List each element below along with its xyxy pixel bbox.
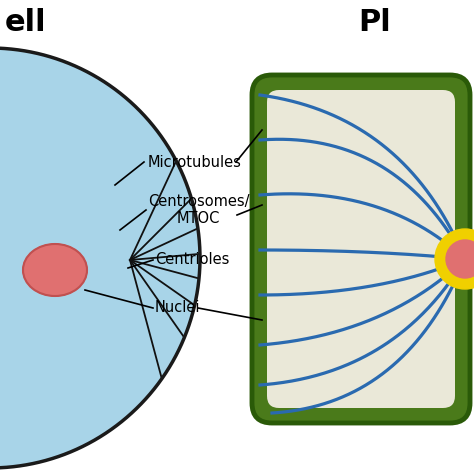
- Text: Microtubules: Microtubules: [148, 155, 242, 170]
- Text: Centrosomes/
MTOC: Centrosomes/ MTOC: [148, 194, 249, 226]
- Circle shape: [446, 240, 474, 278]
- Text: ell: ell: [5, 8, 46, 37]
- FancyBboxPatch shape: [267, 90, 455, 408]
- Circle shape: [435, 229, 474, 289]
- Text: Centrioles: Centrioles: [155, 253, 229, 267]
- Text: Pl: Pl: [358, 8, 391, 37]
- Ellipse shape: [23, 244, 87, 296]
- Text: Nuclei: Nuclei: [155, 301, 201, 316]
- Polygon shape: [0, 48, 200, 468]
- FancyBboxPatch shape: [252, 75, 470, 423]
